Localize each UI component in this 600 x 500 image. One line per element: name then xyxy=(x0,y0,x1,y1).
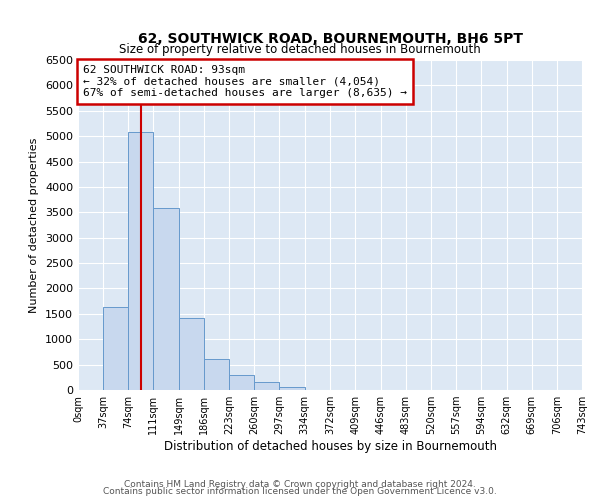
X-axis label: Distribution of detached houses by size in Bournemouth: Distribution of detached houses by size … xyxy=(163,440,497,453)
Bar xyxy=(128,132,153,390)
Bar xyxy=(254,382,280,390)
Text: Size of property relative to detached houses in Bournemouth: Size of property relative to detached ho… xyxy=(119,42,481,56)
Text: Contains public sector information licensed under the Open Government Licence v3: Contains public sector information licen… xyxy=(103,487,497,496)
Bar xyxy=(103,307,128,390)
Bar xyxy=(179,318,204,390)
Title: 62, SOUTHWICK ROAD, BOURNEMOUTH, BH6 5PT: 62, SOUTHWICK ROAD, BOURNEMOUTH, BH6 5PT xyxy=(137,32,523,46)
Bar xyxy=(229,374,254,390)
Y-axis label: Number of detached properties: Number of detached properties xyxy=(29,138,40,312)
Text: Contains HM Land Registry data © Crown copyright and database right 2024.: Contains HM Land Registry data © Crown c… xyxy=(124,480,476,489)
Text: 62 SOUTHWICK ROAD: 93sqm
← 32% of detached houses are smaller (4,054)
67% of sem: 62 SOUTHWICK ROAD: 93sqm ← 32% of detach… xyxy=(83,65,407,98)
Bar xyxy=(153,208,179,390)
Bar xyxy=(280,387,305,390)
Bar xyxy=(204,359,229,390)
